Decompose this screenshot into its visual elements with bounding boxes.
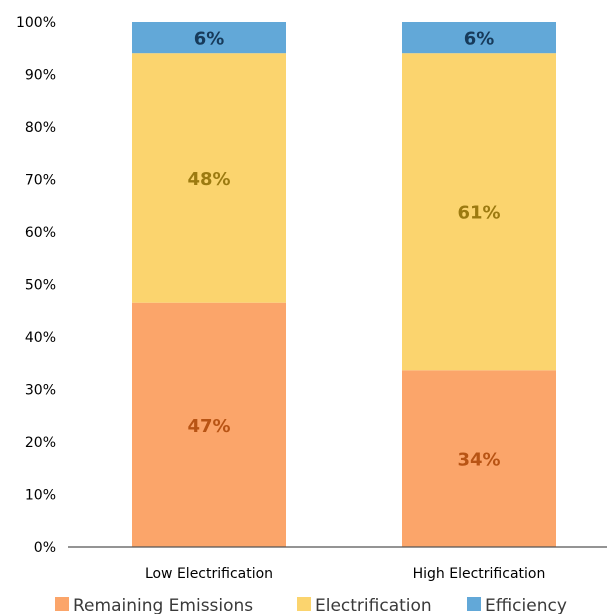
y-tick-label: 90%: [25, 68, 56, 84]
data-label: 48%: [187, 169, 230, 190]
y-tick-label: 40%: [25, 330, 56, 346]
bar-segment-efficiency: [402, 22, 556, 54]
data-label: 61%: [457, 203, 500, 224]
legend-swatch: [55, 597, 69, 611]
y-tick-label: 10%: [25, 488, 56, 504]
y-tick-label: 60%: [25, 225, 56, 241]
y-axis-ticks: 0% 10% 20% 30% 40% 50% 60% 70% 80% 90% 100%: [16, 15, 56, 556]
legend: Remaining Emissions Electrification Effici…: [55, 596, 567, 614]
y-tick-label: 80%: [25, 120, 56, 136]
data-label: 6%: [464, 29, 495, 50]
bar-segment-electrification: [402, 53, 556, 371]
bar-stacks: 47% 48% 6% 34% 61% 6%: [132, 22, 556, 547]
y-tick-label: 0%: [34, 540, 56, 556]
legend-label: Remaining Emissions: [73, 596, 253, 614]
x-axis-categories: Low Electrification High Electrification: [145, 566, 545, 582]
legend-swatch: [467, 597, 481, 611]
data-label: 47%: [187, 416, 230, 437]
x-category-label: High Electrification: [413, 566, 546, 582]
y-tick-label: 100%: [16, 15, 56, 31]
y-tick-label: 30%: [25, 383, 56, 399]
legend-label: Efficiency: [485, 596, 567, 614]
bar-segment-remaining-emissions: [402, 370, 556, 547]
bar-segment-efficiency: [132, 22, 286, 54]
data-label: 34%: [457, 450, 500, 471]
y-tick-label: 20%: [25, 435, 56, 451]
data-label: 6%: [194, 29, 225, 50]
legend-label: Electrification: [315, 596, 432, 614]
y-tick-label: 70%: [25, 173, 56, 189]
bar-segment-electrification: [132, 53, 286, 303]
x-category-label: Low Electrification: [145, 566, 273, 582]
legend-swatch: [297, 597, 311, 611]
bar-segment-remaining-emissions: [132, 302, 286, 547]
y-tick-label: 50%: [25, 278, 56, 294]
